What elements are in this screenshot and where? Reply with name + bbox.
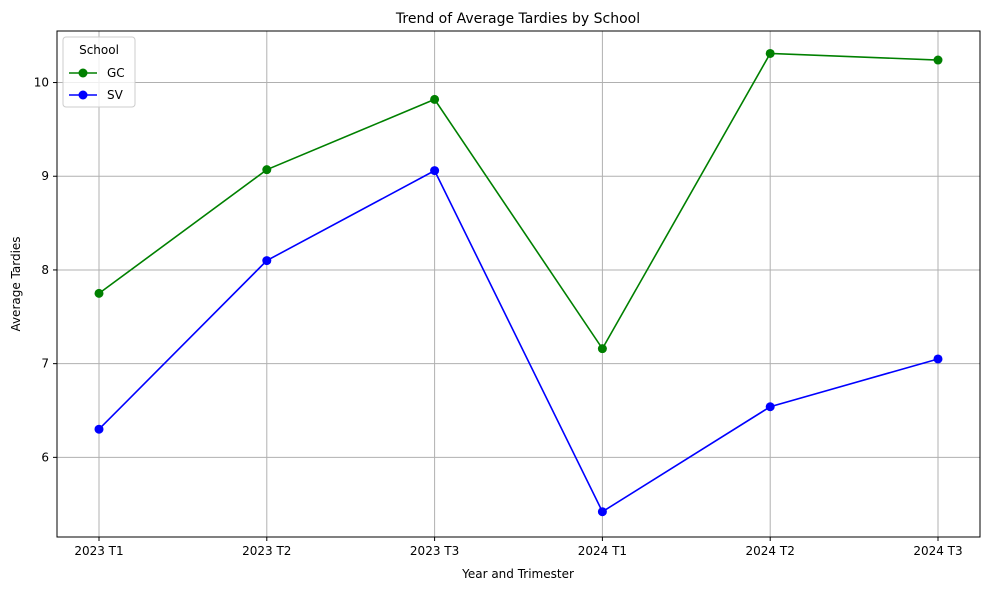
series-layer bbox=[94, 48, 943, 517]
y-tick-label: 8 bbox=[41, 263, 49, 277]
y-tick-label: 7 bbox=[41, 357, 49, 371]
x-tick-label: 2023 T3 bbox=[410, 544, 459, 558]
legend-title: School bbox=[79, 43, 119, 57]
data-point-sv bbox=[933, 354, 943, 364]
y-tick-label: 6 bbox=[41, 450, 49, 464]
data-point-gc bbox=[430, 94, 440, 104]
x-tick-label: 2024 T2 bbox=[746, 544, 795, 558]
legend-marker-sv bbox=[78, 90, 88, 100]
data-point-sv bbox=[765, 402, 775, 412]
x-axis-label: Year and Trimester bbox=[461, 567, 574, 581]
data-point-gc bbox=[94, 288, 104, 298]
x-tick-label: 2024 T3 bbox=[913, 544, 962, 558]
series-sv bbox=[94, 166, 943, 517]
x-tick-label: 2024 T1 bbox=[578, 544, 627, 558]
legend-label-sv: SV bbox=[107, 88, 124, 102]
legend-marker-gc bbox=[78, 68, 88, 78]
legend: School GC SV bbox=[62, 36, 136, 108]
series-line-sv bbox=[98, 169, 939, 513]
plot-area bbox=[56, 30, 981, 538]
x-tick-label: 2023 T2 bbox=[242, 544, 291, 558]
grid bbox=[57, 31, 980, 537]
data-point-gc bbox=[597, 344, 607, 354]
data-point-sv bbox=[597, 507, 607, 517]
data-point-gc bbox=[933, 55, 943, 65]
legend-box bbox=[62, 36, 136, 108]
axis-ticks: 2023 T1 2023 T2 2023 T3 2024 T1 2024 T2 2024 … bbox=[34, 76, 963, 558]
data-point-sv bbox=[94, 424, 104, 434]
x-tick-label: 2023 T1 bbox=[74, 544, 123, 558]
y-axis-label: Average Tardies bbox=[9, 236, 23, 331]
series-gc bbox=[94, 48, 943, 354]
chart-title: Trend of Average Tardies by School bbox=[395, 11, 640, 27]
data-point-gc bbox=[262, 165, 272, 175]
y-tick-label: 9 bbox=[41, 169, 49, 183]
y-tick-label: 10 bbox=[34, 76, 49, 90]
data-point-sv bbox=[430, 166, 440, 176]
data-point-gc bbox=[765, 48, 775, 58]
legend-label-gc: GC bbox=[107, 66, 125, 80]
series-line-gc bbox=[98, 52, 939, 351]
data-point-sv bbox=[262, 256, 272, 266]
